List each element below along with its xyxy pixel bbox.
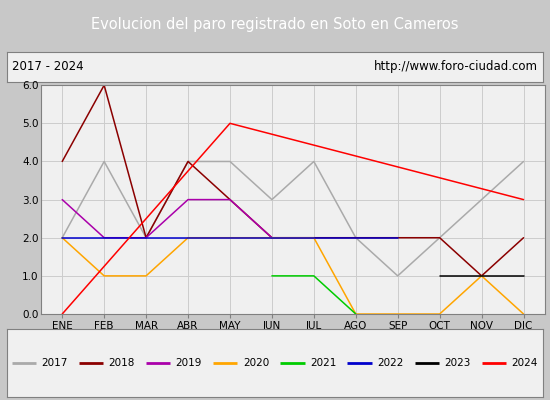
Text: 2017: 2017 bbox=[41, 358, 68, 368]
Text: http://www.foro-ciudad.com: http://www.foro-ciudad.com bbox=[374, 60, 538, 73]
Text: Evolucion del paro registrado en Soto en Cameros: Evolucion del paro registrado en Soto en… bbox=[91, 18, 459, 32]
Text: 2023: 2023 bbox=[444, 358, 470, 368]
Text: 2020: 2020 bbox=[243, 358, 269, 368]
Text: 2019: 2019 bbox=[175, 358, 202, 368]
Text: 2024: 2024 bbox=[511, 358, 537, 368]
Text: 2017 - 2024: 2017 - 2024 bbox=[12, 60, 84, 73]
Text: 2018: 2018 bbox=[108, 358, 135, 368]
Text: 2022: 2022 bbox=[377, 358, 403, 368]
Text: 2021: 2021 bbox=[310, 358, 336, 368]
